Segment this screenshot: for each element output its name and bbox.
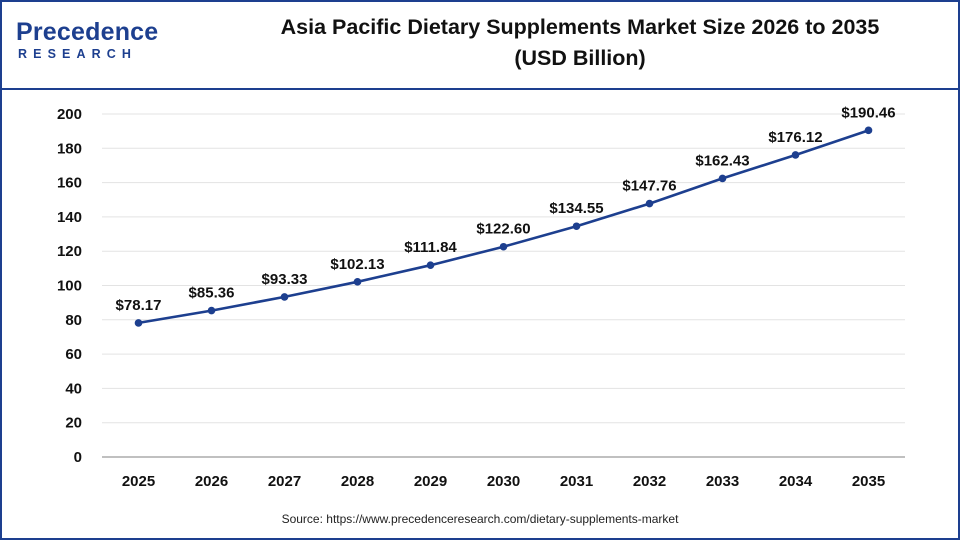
y-tick-label: 140 [57,209,82,226]
y-tick-label: 40 [65,380,82,397]
header: Precedence RESEARCH Asia Pacific Dietary… [2,2,958,90]
chart-title: Asia Pacific Dietary Supplements Market … [202,12,958,74]
data-point [353,278,362,286]
source-note: Source: https://www.precedenceresearch.c… [281,512,679,526]
data-label: $85.36 [189,285,235,302]
x-tick-label: 2028 [341,473,374,490]
data-point [718,174,727,183]
data-point [791,151,800,159]
data-label: $122.60 [476,221,530,238]
brand-subtitle: RESEARCH [18,47,137,61]
x-tick-label: 2026 [195,473,228,490]
data-point [280,293,289,301]
data-point [207,306,216,315]
y-tick-label: 120 [57,243,82,260]
data-point [645,199,654,208]
data-label: $190.46 [841,104,895,121]
data-point [572,222,581,231]
y-tick-label: 160 [57,175,82,192]
data-label: $176.12 [768,129,822,146]
data-point [864,126,873,135]
data-label: $93.33 [262,271,308,288]
data-point [426,261,435,269]
x-tick-label: 2032 [633,473,666,490]
y-tick-label: 100 [57,278,82,295]
brand-name: Precedence [16,18,159,46]
brand-logo: Precedence RESEARCH [16,18,186,68]
line-chart: 0 20 40 60 80 100 120 140 160 180 200 2025 2026 2027 2… [57,104,905,490]
data-label: $134.55 [549,200,603,217]
data-label: $102.13 [330,256,384,273]
chart-title-main: Asia Pacific Dietary Supplements Market … [280,15,880,39]
data-label: $147.76 [622,178,676,195]
x-tick-label: 2025 [122,473,155,490]
y-tick-label: 180 [57,140,82,157]
x-tick-label: 2035 [852,473,885,490]
chart-area: 0 20 40 60 80 100 120 140 160 180 200 2025 2026 2027 2… [2,90,958,538]
y-tick-label: 80 [65,312,82,329]
x-tick-label: 2034 [779,473,813,490]
x-tick-label: 2029 [414,473,447,490]
y-tick-label: 0 [74,449,82,466]
data-label: $111.84 [404,239,457,256]
data-point [499,242,508,251]
x-tick-label: 2030 [487,473,520,490]
y-tick-label: 200 [57,106,82,123]
x-tick-label: 2033 [706,473,739,490]
y-tick-label: 20 [65,415,82,432]
data-point [134,319,143,327]
data-label: $162.43 [695,152,749,169]
data-label: $78.17 [116,297,162,314]
x-tick-label: 2031 [560,473,593,490]
x-tick-label: 2027 [268,473,301,490]
chart-title-sub: (USD Billion) [514,46,646,70]
y-tick-label: 60 [65,346,82,363]
